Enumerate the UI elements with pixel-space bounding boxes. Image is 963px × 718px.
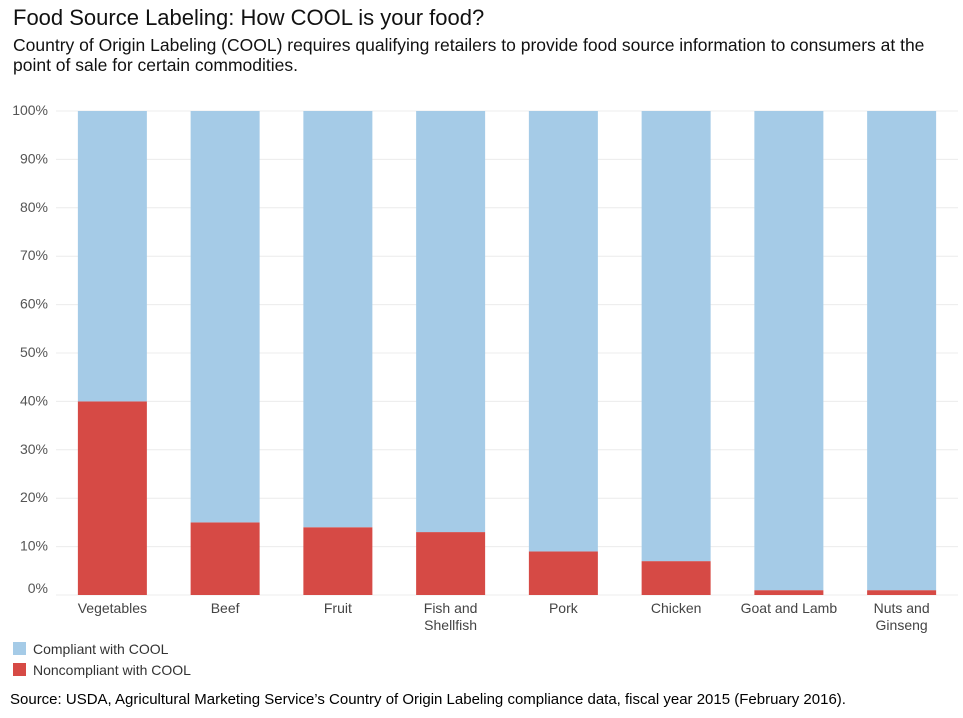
y-tick-label: 20% xyxy=(20,489,48,505)
x-tick-label: Nuts and xyxy=(874,600,930,616)
chart-legend: Compliant with COOL Noncompliant with CO… xyxy=(13,638,191,680)
bar-compliant xyxy=(867,111,937,591)
bar-compliant xyxy=(416,111,486,533)
bar-noncompliant xyxy=(641,561,711,595)
x-tick-label: Fruit xyxy=(324,600,352,616)
y-tick-label: 10% xyxy=(20,538,48,554)
y-tick-label: 80% xyxy=(20,199,48,215)
y-tick-label: 30% xyxy=(20,441,48,457)
bar-compliant xyxy=(190,111,260,523)
chart-title: Food Source Labeling: How COOL is your f… xyxy=(13,5,485,30)
bar-noncompliant xyxy=(416,532,486,595)
bar-compliant xyxy=(303,111,373,528)
bar-noncompliant xyxy=(867,590,937,595)
legend-label-compliant: Compliant with COOL xyxy=(33,640,169,657)
x-tick-label: Shellfish xyxy=(424,617,477,633)
source-note: Source: USDA, Agricultural Marketing Ser… xyxy=(10,691,846,708)
legend-item-noncompliant: Noncompliant with COOL xyxy=(13,659,191,680)
chart-subtitle: Country of Origin Labeling (COOL) requir… xyxy=(13,35,925,75)
y-tick-label: 60% xyxy=(20,296,48,312)
legend-swatch-noncompliant xyxy=(13,663,26,676)
legend-swatch-compliant xyxy=(13,642,26,655)
bar-noncompliant xyxy=(303,527,373,595)
x-tick-label: Pork xyxy=(549,600,579,616)
x-tick-label: Beef xyxy=(211,600,240,616)
bar-noncompliant xyxy=(190,522,260,595)
bar-compliant xyxy=(528,111,598,552)
bar-noncompliant xyxy=(77,401,147,595)
bar-compliant xyxy=(77,111,147,402)
x-tick-label: Vegetables xyxy=(78,600,147,616)
y-tick-label: 70% xyxy=(20,247,48,263)
x-tick-label: Chicken xyxy=(651,600,702,616)
x-tick-label: Goat and Lamb xyxy=(741,600,838,616)
stacked-bar-chart: 0% 10% 20% 30% 40% 50% 60% 70% 80% 90% 100% Vegetab… xyxy=(12,102,958,633)
y-tick-label: 40% xyxy=(20,392,48,408)
y-tick-label: 0% xyxy=(28,580,48,596)
y-tick-label: 50% xyxy=(20,344,48,360)
legend-label-noncompliant: Noncompliant with COOL xyxy=(33,661,191,678)
x-tick-label: Fish and xyxy=(424,600,478,616)
x-tick-label: Ginseng xyxy=(876,617,928,633)
bar-noncompliant xyxy=(528,551,598,595)
y-tick-label: 90% xyxy=(20,150,48,166)
legend-item-compliant: Compliant with COOL xyxy=(13,638,191,659)
bar-compliant xyxy=(641,111,711,562)
bar-compliant xyxy=(754,111,824,591)
y-tick-label: 100% xyxy=(12,102,48,118)
bar-noncompliant xyxy=(754,590,824,595)
